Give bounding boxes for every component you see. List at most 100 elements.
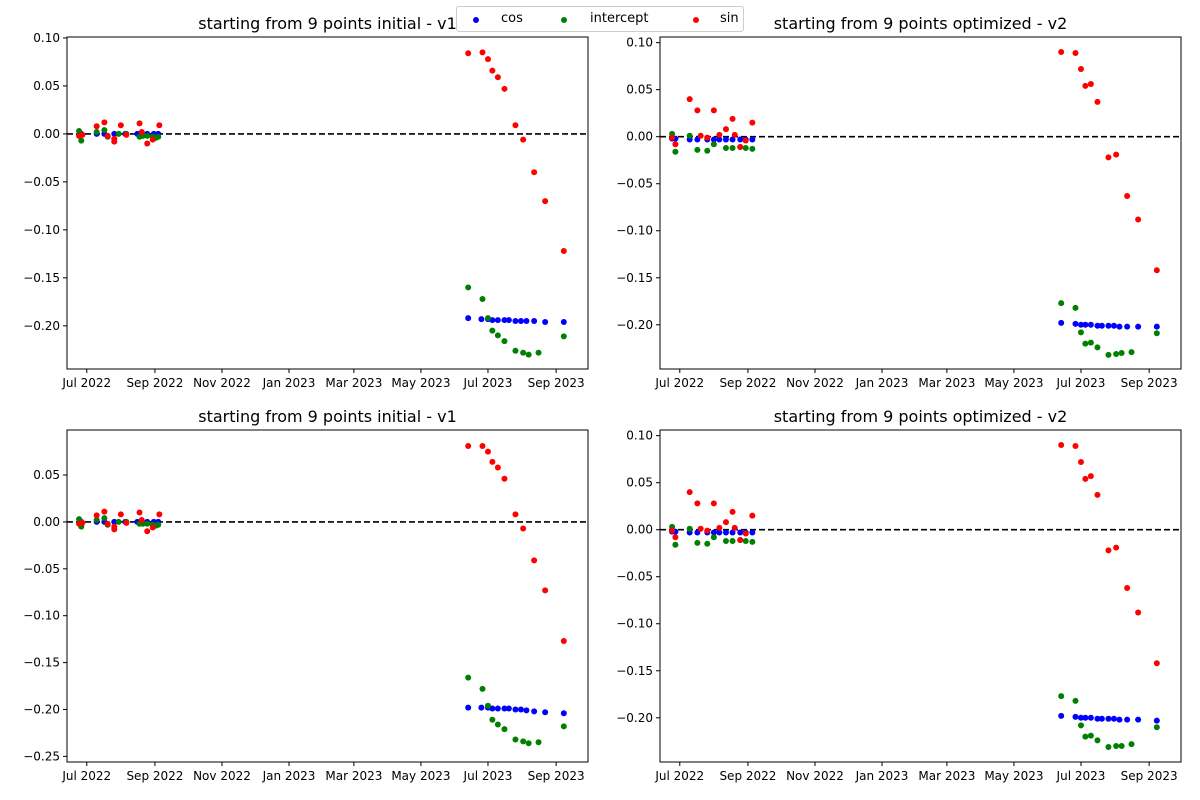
- data-point-cos: [111, 130, 118, 137]
- x-tick-label: Jul 2023: [463, 376, 513, 390]
- data-point-cos: [1124, 716, 1131, 723]
- data-point-intercept: [101, 515, 108, 522]
- data-point-sin: [501, 475, 508, 482]
- data-point-cos: [478, 704, 485, 711]
- data-point-cos: [1082, 321, 1089, 328]
- x-tick-label: Mar 2023: [918, 769, 975, 783]
- data-point-intercept: [144, 132, 151, 139]
- x-tick-label: Mar 2023: [918, 376, 975, 390]
- data-point-sin: [1087, 473, 1094, 480]
- data-point-cos: [1116, 716, 1123, 723]
- data-point-sin: [465, 442, 472, 449]
- data-point-cos: [729, 529, 736, 536]
- data-point-intercept: [494, 332, 501, 339]
- data-point-sin: [149, 524, 156, 531]
- data-point-sin: [729, 508, 736, 515]
- data-point-sin: [1087, 81, 1094, 88]
- data-point-sin: [79, 131, 86, 138]
- data-point-cos: [710, 136, 717, 143]
- data-point-intercept: [749, 145, 756, 152]
- y-tick-label: −0.10: [23, 223, 60, 237]
- data-point-intercept: [489, 327, 496, 334]
- data-point-sin: [704, 527, 711, 534]
- legend-label-cos: cos: [501, 11, 523, 26]
- data-point-cos: [1105, 322, 1112, 329]
- data-point-intercept: [704, 540, 711, 547]
- x-tick-label: Jan 2023: [855, 376, 909, 390]
- chart-title: starting from 9 points optimized - v2: [774, 407, 1068, 426]
- chart-panel-4: starting from 9 points optimized - v2 0.1…: [616, 407, 1182, 783]
- data-point-intercept: [535, 349, 542, 356]
- x-tick-label: Nov 2022: [193, 376, 251, 390]
- data-point-intercept: [1113, 743, 1120, 750]
- x-tick-label: Sep 2023: [528, 769, 585, 783]
- x-tick-label: Mar 2023: [325, 376, 382, 390]
- y-tick-label: 0.00: [33, 515, 60, 529]
- x-tick-label: Mar 2023: [325, 769, 382, 783]
- chart-panel-3: starting from 9 points initial - v1 0.05 0…: [23, 407, 589, 783]
- data-point-intercept: [1077, 329, 1084, 336]
- y-tick-label: 0.05: [626, 83, 653, 97]
- data-point-cos: [517, 706, 524, 713]
- data-point-sin: [501, 85, 508, 92]
- data-point-sin: [1135, 216, 1142, 223]
- data-point-intercept: [501, 726, 508, 733]
- data-point-cos: [560, 710, 567, 717]
- data-point-sin: [489, 458, 496, 465]
- data-point-intercept: [1094, 737, 1101, 744]
- data-point-intercept: [512, 347, 519, 354]
- x-tick-label: Sep 2023: [528, 376, 585, 390]
- data-point-sin: [520, 136, 527, 143]
- data-point-intercept: [722, 144, 729, 151]
- data-point-cos: [465, 315, 472, 322]
- data-point-intercept: [1113, 350, 1120, 357]
- data-point-intercept: [78, 137, 85, 144]
- data-point-intercept: [1087, 732, 1094, 739]
- data-point-sin: [479, 442, 486, 449]
- data-point-sin: [1077, 65, 1084, 72]
- y-tick-label: 0.00: [33, 127, 60, 141]
- data-point-cos: [1105, 715, 1112, 722]
- data-point-sin: [694, 107, 701, 114]
- data-point-sin: [117, 122, 124, 129]
- data-point-sin: [697, 525, 704, 532]
- data-point-cos: [517, 318, 524, 325]
- data-point-sin: [1113, 544, 1120, 551]
- data-point-intercept: [742, 144, 749, 151]
- data-point-cos: [716, 136, 723, 143]
- data-point-sin: [697, 132, 704, 139]
- x-tick-label: Nov 2022: [193, 769, 251, 783]
- x-tick-label: Sep 2022: [126, 376, 183, 390]
- data-point-intercept: [1105, 743, 1112, 750]
- data-point-intercept: [465, 674, 472, 681]
- data-point-intercept: [144, 520, 151, 527]
- data-point-sin: [704, 134, 711, 141]
- data-point-cos: [1077, 321, 1084, 328]
- data-point-intercept: [1118, 743, 1125, 750]
- y-tick-label: −0.05: [23, 175, 60, 189]
- data-point-cos: [465, 704, 472, 711]
- data-point-intercept: [1094, 344, 1101, 351]
- data-point-sin: [144, 528, 151, 535]
- data-point-sin: [1072, 49, 1079, 56]
- axes-frame: [66, 36, 589, 370]
- chart-title: starting from 9 points initial - v1: [198, 407, 457, 426]
- data-point-sin: [731, 131, 738, 138]
- data-point-cos: [749, 136, 756, 143]
- data-point-cos: [1077, 714, 1084, 721]
- data-point-cos: [523, 707, 530, 714]
- data-point-sin: [104, 132, 111, 139]
- data-point-cos: [749, 529, 756, 536]
- legend-label-sin: sin: [720, 11, 739, 26]
- data-point-sin: [669, 134, 676, 141]
- data-point-sin: [742, 530, 749, 537]
- data-point-intercept: [115, 518, 122, 525]
- data-point-cos: [1058, 712, 1065, 719]
- data-point-intercept: [742, 537, 749, 544]
- data-point-sin: [465, 50, 472, 57]
- data-point-sin: [731, 524, 738, 531]
- y-tick-label: −0.15: [23, 656, 60, 670]
- data-point-cos: [542, 709, 549, 716]
- data-point-intercept: [93, 517, 100, 524]
- data-point-sin: [479, 49, 486, 56]
